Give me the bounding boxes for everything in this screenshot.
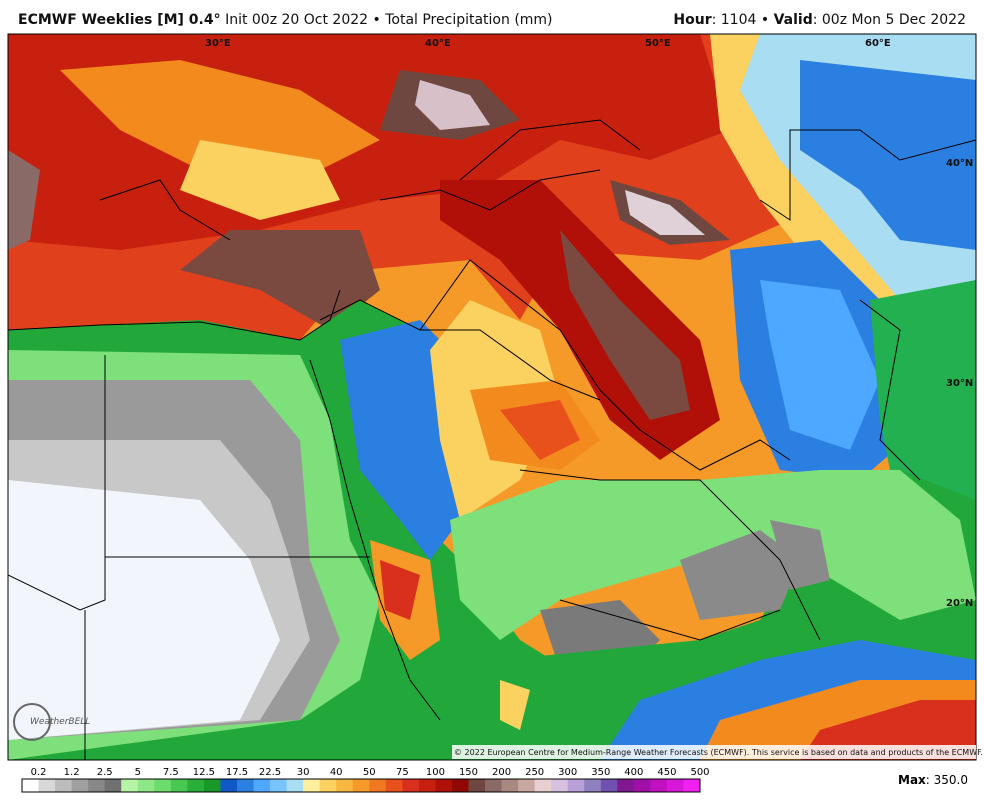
legend-swatch [567, 779, 585, 792]
legend-label: 100 [426, 767, 445, 778]
legend-label: 200 [492, 767, 511, 778]
legend-label: 300 [558, 767, 577, 778]
legend-swatch [220, 779, 238, 792]
legend-swatch [121, 779, 139, 792]
max-label: Max [898, 773, 926, 787]
legend-label: 400 [624, 767, 643, 778]
legend-swatch [253, 779, 271, 792]
lat-label: 30°N [946, 378, 973, 389]
legend-swatch [385, 779, 403, 792]
legend-label: 40 [330, 767, 343, 778]
legend-swatch [270, 779, 288, 792]
logo-ring [13, 703, 51, 741]
header-right: Hour: 1104 • Valid: 00z Mon 5 Dec 2022 [673, 12, 966, 28]
legend-swatch [22, 779, 40, 792]
lat-label: 40°N [946, 158, 973, 169]
legend-swatch [236, 779, 255, 792]
legend-swatch [203, 779, 221, 792]
legend-label: 5 [135, 767, 141, 778]
legend-swatch [551, 779, 569, 792]
legend-swatch [617, 779, 635, 792]
logo: WeatherBELL [30, 717, 90, 727]
legend-label: 500 [690, 767, 709, 778]
legend-label: 12.5 [193, 767, 215, 778]
legend-swatch [518, 779, 536, 792]
max: Max: 350.0 [898, 773, 968, 787]
legend-swatch [170, 779, 188, 792]
title: ECMWF Weeklies [M] 0.4° [18, 12, 221, 28]
legend-label: 22.5 [259, 767, 281, 778]
credit: © 2022 European Centre for Medium-Range … [454, 748, 983, 757]
legend-label: 0.2 [31, 767, 47, 778]
legend-swatch [468, 779, 486, 792]
credit-bg [452, 745, 976, 759]
legend-label: 1.2 [64, 767, 80, 778]
valid: : 00z Mon 5 Dec 2022 [812, 12, 966, 28]
legend-label: 17.5 [226, 767, 248, 778]
max-value: : 350.0 [926, 773, 968, 787]
legend-swatch [104, 779, 122, 792]
legend-swatch [584, 779, 602, 792]
legend-swatch [633, 779, 651, 792]
legend-swatch [402, 779, 420, 792]
header-left: ECMWF Weeklies [M] 0.4° Init 00z 20 Oct … [18, 12, 553, 28]
legend-swatch [187, 779, 205, 792]
legend-frame [21, 778, 701, 793]
legend-swatch [451, 779, 469, 792]
legend-label: 75 [396, 767, 409, 778]
legend-swatch [369, 779, 387, 792]
legend-swatch [88, 779, 106, 792]
legend-swatch [336, 779, 354, 792]
color-legend: 0.2 1.2 2.5 5 7.5 12.5 17.5 22.5 30 40 50 75 100 150 2… [21, 767, 710, 793]
legend-swatch [501, 779, 519, 792]
legend-label: 150 [459, 767, 478, 778]
legend-label: 350 [591, 767, 610, 778]
lon-label: 30°E [205, 38, 231, 49]
precip-field [8, 34, 976, 760]
legend-swatch [154, 779, 172, 792]
legend-swatch [71, 779, 89, 792]
legend-swatch [650, 779, 668, 792]
legend-label: 250 [525, 767, 544, 778]
subtitle: Init 00z 20 Oct 2022 • Total Precipitati… [225, 12, 553, 28]
hour: : 1104 • [711, 12, 774, 28]
legend-swatch [485, 779, 503, 792]
legend-swatch [55, 779, 73, 792]
legend-swatch [303, 779, 321, 792]
legend-swatch [286, 779, 304, 792]
legend-label: 30 [297, 767, 310, 778]
legend-swatch [38, 779, 56, 792]
lat-label: 20°N [946, 598, 973, 609]
valid-label: Valid [773, 12, 813, 28]
legend-swatch [435, 779, 453, 792]
legend-swatch [137, 779, 155, 792]
legend-swatch [418, 779, 436, 792]
legend-swatch [666, 779, 684, 792]
legend-swatch [600, 779, 618, 792]
lon-label: 50°E [645, 38, 671, 49]
legend-label: 7.5 [163, 767, 179, 778]
legend-swatch [319, 779, 337, 792]
legend-swatch [683, 779, 701, 792]
lon-label: 60°E [865, 38, 891, 49]
hour-label: Hour [673, 12, 712, 28]
legend-label: 2.5 [97, 767, 113, 778]
legend-label: 450 [657, 767, 676, 778]
legend-label: 50 [363, 767, 376, 778]
lon-label: 40°E [425, 38, 451, 49]
legend-swatch [534, 779, 552, 792]
legend-swatch [352, 779, 370, 792]
